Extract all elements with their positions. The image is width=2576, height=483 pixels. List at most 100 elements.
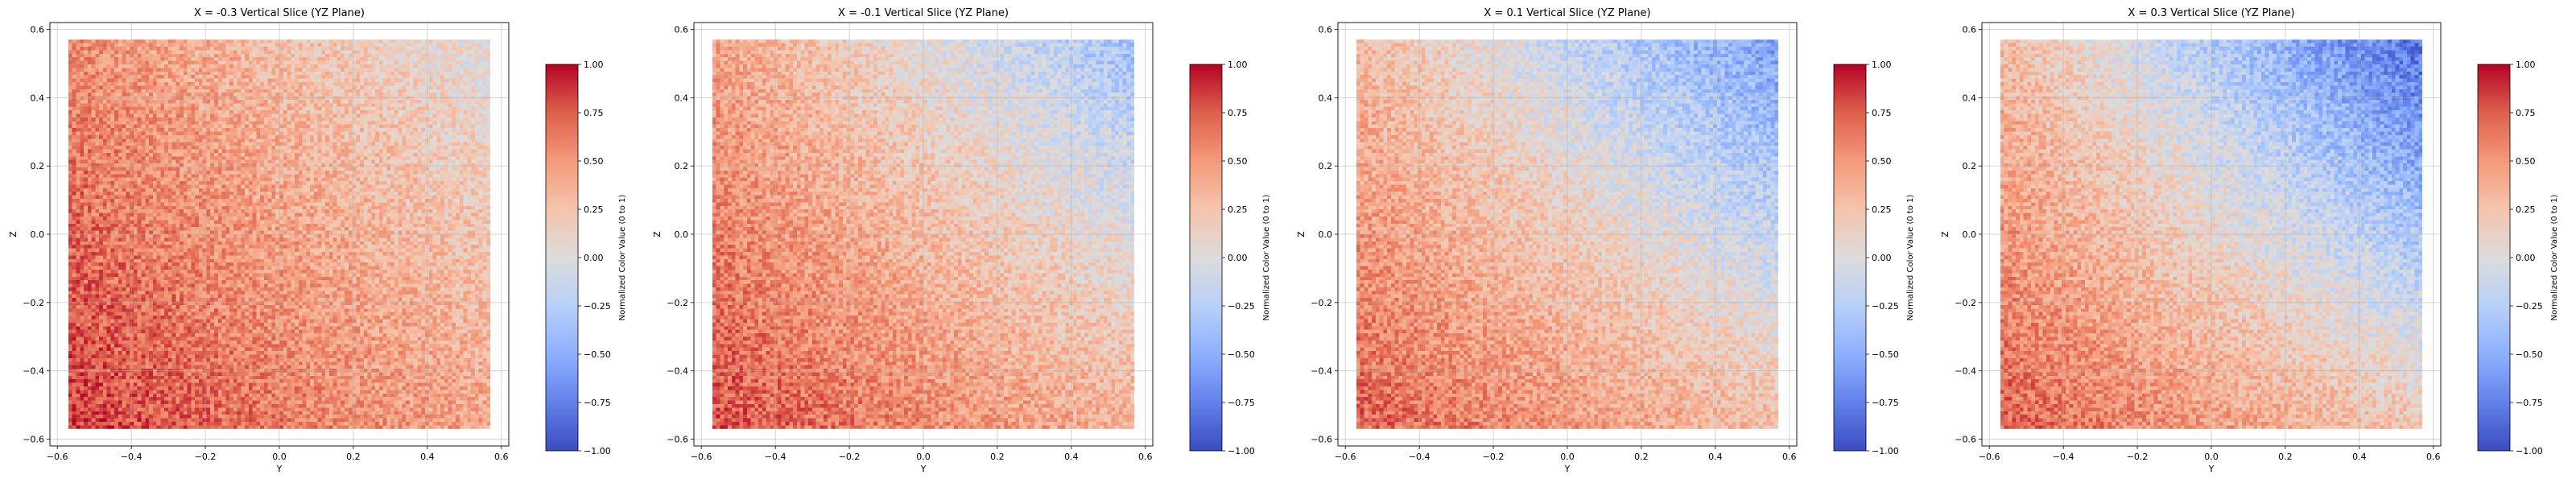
y-tick-label: −0.2	[1955, 298, 1976, 308]
colorbar	[1833, 64, 1867, 452]
x-tick-label: −0.6	[47, 452, 68, 462]
colorbar-tick-label: 0.75	[584, 108, 604, 118]
colorbar-tick-label: 0.00	[2516, 253, 2536, 263]
x-tick-label: 0.0	[272, 452, 287, 462]
colorbar-tick-label: −0.25	[584, 301, 611, 312]
colorbar-tick-label: −0.75	[2516, 398, 2543, 408]
y-tick-label: −0.2	[1311, 298, 1332, 308]
colorbar-tick-label: −0.25	[1872, 301, 1899, 312]
y-tick-label: 0.6	[1963, 24, 1977, 35]
colorbar-tick-label: −1.00	[1872, 446, 1899, 456]
y-tick-label: −0.6	[23, 435, 44, 445]
colorbar-label: Normalized Color Value (0 to 1)	[618, 195, 627, 321]
y-tick-label: 0.0	[1963, 229, 1977, 240]
colorbar-tick-label: −1.00	[1228, 446, 1255, 456]
x-tick-label: −0.4	[765, 452, 786, 462]
colorbar	[2477, 64, 2511, 452]
chart-panel-4: X = 0.3 Vertical Slice (YZ Plane)−0.6−0.…	[1940, 7, 2559, 474]
x-tick-label: 0.6	[2426, 452, 2441, 462]
y-axis-label: Z	[8, 231, 19, 237]
colorbar-label: Normalized Color Value (0 to 1)	[2550, 195, 2559, 321]
chart-panel-2: X = -0.1 Vertical Slice (YZ Plane)−0.6−0…	[652, 7, 1271, 474]
chart-panel-1: X = -0.3 Vertical Slice (YZ Plane)−0.6−0…	[8, 7, 627, 474]
colorbar	[1189, 64, 1223, 452]
colorbar-tick-label: −1.00	[584, 446, 611, 456]
y-tick-label: 0.4	[675, 93, 689, 103]
colorbar-tick-label: −0.75	[1872, 398, 1899, 408]
colorbar-tick-label: −1.00	[2516, 446, 2543, 456]
y-axis-label: Z	[1296, 231, 1307, 237]
x-tick-label: −0.2	[839, 452, 861, 462]
colorbar-tick-label: 0.25	[1228, 204, 1248, 215]
x-tick-label: −0.4	[121, 452, 142, 462]
y-tick-label: 0.0	[1319, 229, 1333, 240]
x-tick-label: 0.6	[1138, 452, 1153, 462]
y-tick-label: −0.6	[1955, 435, 1976, 445]
colorbar-tick-label: 1.00	[1872, 60, 1892, 70]
x-tick-label: 0.6	[1782, 452, 1797, 462]
x-tick-label: 0.0	[2204, 452, 2219, 462]
colorbar-tick-label: 0.50	[1872, 156, 1892, 167]
x-tick-label: −0.4	[2053, 452, 2074, 462]
colorbar-tick-label: 0.75	[1872, 108, 1892, 118]
y-tick-label: −0.4	[1311, 366, 1332, 377]
y-tick-label: −0.2	[667, 298, 688, 308]
colorbar-tick-label: −0.25	[2516, 301, 2543, 312]
axes-frame	[49, 22, 510, 447]
y-tick-label: 0.4	[31, 93, 45, 103]
colorbar-tick-label: 0.50	[2516, 156, 2536, 167]
x-tick-label: −0.2	[195, 452, 217, 462]
colorbar-tick-label: −0.25	[1228, 301, 1255, 312]
chart-title: X = -0.3 Vertical Slice (YZ Plane)	[194, 7, 365, 19]
x-tick-label: 0.0	[916, 452, 931, 462]
colorbar-tick-label: 1.00	[584, 60, 604, 70]
y-axis-label: Z	[652, 231, 663, 237]
x-tick-label: 0.2	[346, 452, 361, 462]
x-tick-label: −0.2	[2127, 452, 2149, 462]
x-tick-label: −0.2	[1483, 452, 1505, 462]
colorbar-tick-label: 0.00	[584, 253, 604, 263]
y-tick-label: 0.2	[31, 161, 45, 171]
colorbar-tick-label: 1.00	[1228, 60, 1248, 70]
y-tick-label: 0.2	[1319, 161, 1333, 171]
y-tick-label: 0.6	[31, 24, 45, 35]
y-tick-label: −0.4	[1955, 366, 1976, 377]
chart-title: X = 0.1 Vertical Slice (YZ Plane)	[1484, 7, 1650, 19]
x-tick-label: 0.2	[2278, 452, 2293, 462]
y-tick-label: 0.2	[1963, 161, 1977, 171]
y-tick-label: 0.4	[1319, 93, 1333, 103]
colorbar-tick-label: −0.75	[584, 398, 611, 408]
axes-frame	[1981, 22, 2442, 447]
x-tick-label: 0.4	[420, 452, 435, 462]
x-tick-label: −0.6	[1335, 452, 1356, 462]
colorbar-tick-label: 0.00	[1228, 253, 1248, 263]
x-axis-label: Y	[920, 464, 927, 474]
colorbar-tick-label: 0.50	[584, 156, 604, 167]
y-tick-label: 0.2	[675, 161, 689, 171]
y-tick-label: 0.0	[675, 229, 689, 240]
chart-panel-3: X = 0.1 Vertical Slice (YZ Plane)−0.6−0.…	[1296, 7, 1915, 474]
x-axis-label: Y	[2208, 464, 2215, 474]
colorbar-tick-label: 1.00	[2516, 60, 2536, 70]
y-tick-label: 0.4	[1963, 93, 1977, 103]
x-tick-label: 0.6	[494, 452, 509, 462]
x-tick-label: 0.4	[1064, 452, 1079, 462]
y-tick-label: −0.4	[667, 366, 688, 377]
colorbar-tick-label: −0.75	[1228, 398, 1255, 408]
y-tick-label: −0.4	[23, 366, 44, 377]
y-tick-label: −0.6	[1311, 435, 1332, 445]
axes-frame	[1337, 22, 1798, 447]
x-tick-label: 0.2	[990, 452, 1005, 462]
colorbar-tick-label: 0.25	[584, 204, 604, 215]
colorbar	[545, 64, 579, 452]
x-axis-label: Y	[1564, 464, 1571, 474]
colorbar-label: Normalized Color Value (0 to 1)	[1262, 195, 1271, 321]
colorbar-tick-label: 0.75	[1228, 108, 1248, 118]
colorbar-tick-label: 0.25	[1872, 204, 1892, 215]
y-tick-label: 0.6	[675, 24, 689, 35]
colorbar-tick-label: 0.25	[2516, 204, 2536, 215]
colorbar-tick-label: 0.00	[1872, 253, 1892, 263]
y-tick-label: −0.6	[667, 435, 688, 445]
colorbar-tick-label: 0.50	[1228, 156, 1248, 167]
